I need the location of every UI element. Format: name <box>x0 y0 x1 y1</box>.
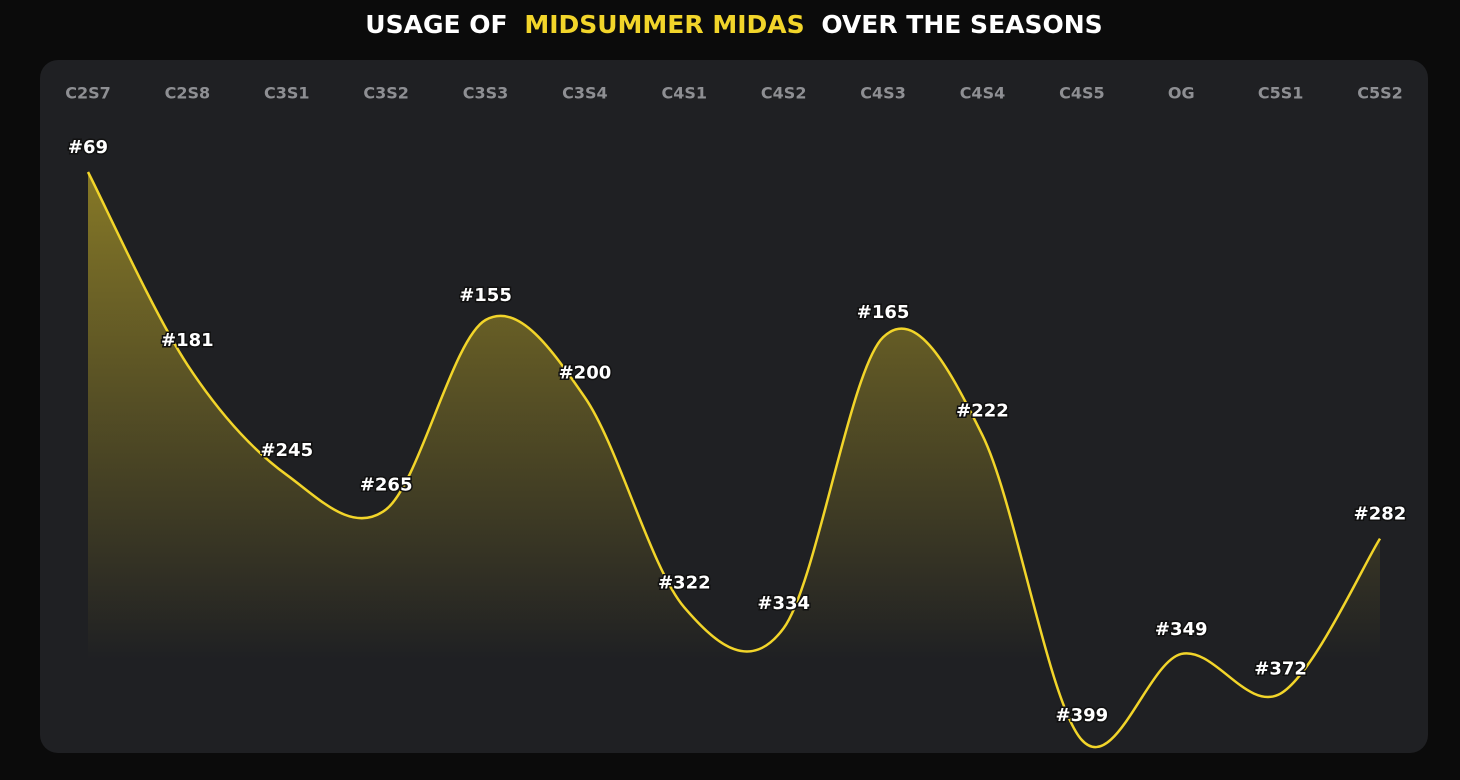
x-tick-label: C3S3 <box>463 84 509 103</box>
data-label: #322 <box>658 572 711 593</box>
area <box>88 172 1380 752</box>
x-tick-label: C4S3 <box>860 84 906 103</box>
data-label: #155 <box>459 285 512 306</box>
data-label: #349 <box>1155 619 1208 640</box>
data-label: #69 <box>68 137 108 158</box>
title-highlight: MIDSUMMER MIDAS <box>524 10 804 39</box>
data-label: #265 <box>360 474 413 495</box>
line <box>86 171 1382 749</box>
x-tick-label: C5S2 <box>1357 84 1403 103</box>
x-tick-label: C3S1 <box>264 84 310 103</box>
x-tick-label: C4S4 <box>960 84 1006 103</box>
x-tick-label: C5S1 <box>1258 84 1304 103</box>
data-label: #165 <box>857 302 910 323</box>
title-part: USAGE OF <box>365 10 507 39</box>
x-tick-label: OG <box>1168 84 1195 103</box>
data-label: #200 <box>559 362 612 383</box>
data-label: #222 <box>956 400 1009 421</box>
title-part: OVER THE SEASONS <box>821 10 1102 39</box>
x-tick-label: C3S4 <box>562 84 608 103</box>
x-tick-label: C4S1 <box>662 84 708 103</box>
x-tick-label: C2S7 <box>65 84 111 103</box>
x-tick-label: C3S2 <box>363 84 409 103</box>
x-tick-label: C4S2 <box>761 84 807 103</box>
data-label: #399 <box>1056 705 1109 726</box>
chart-title: USAGE OF MIDSUMMER MIDAS OVER THE SEASON… <box>365 10 1102 39</box>
data-label: #181 <box>161 330 214 351</box>
x-tick-label: C2S8 <box>165 84 211 103</box>
data-label: #372 <box>1254 659 1307 680</box>
data-label: #334 <box>757 593 810 614</box>
data-label: #282 <box>1354 504 1407 525</box>
x-tick-label: C4S5 <box>1059 84 1105 103</box>
data-label: #245 <box>260 440 313 461</box>
